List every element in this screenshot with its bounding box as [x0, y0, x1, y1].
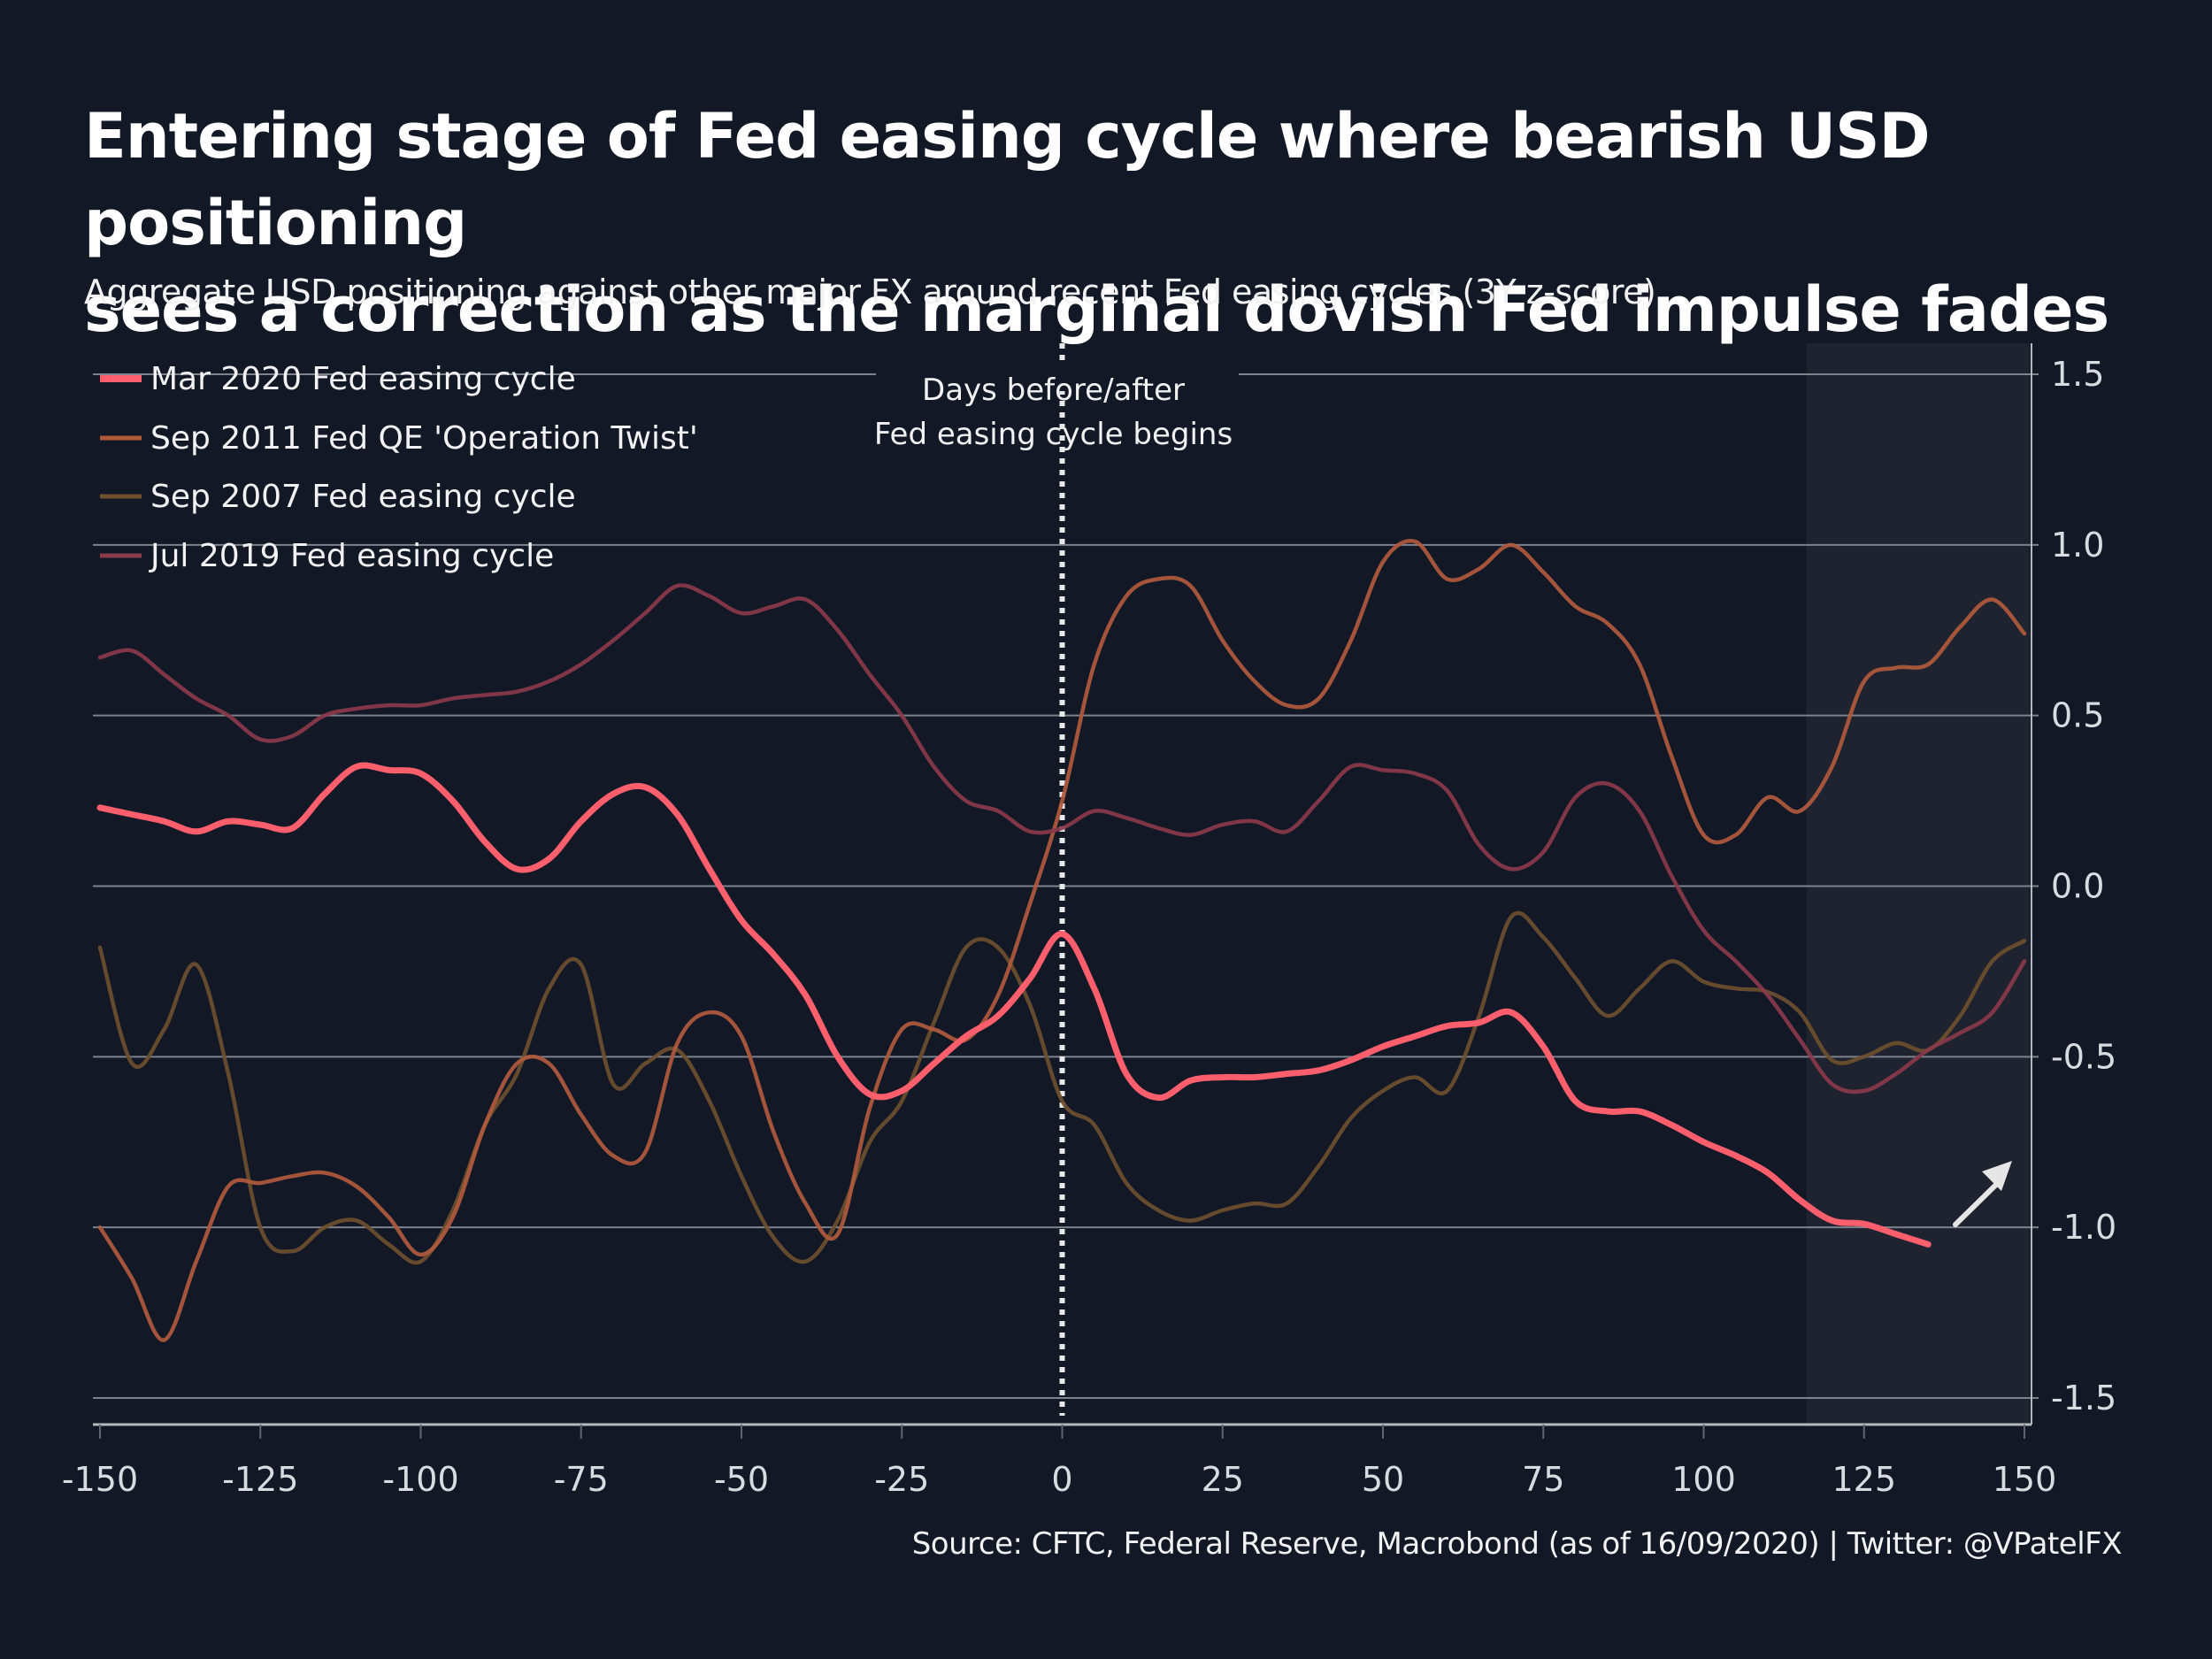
arrow-head: [1982, 1161, 2012, 1191]
zero-day-label-line-1: Days before/after: [922, 373, 1185, 408]
y-tick-label: 0.5: [2051, 696, 2104, 735]
series-line-sep-2011-fed-qe-operation-twist: [97, 539, 2027, 1342]
arrow-shaft: [1953, 1177, 2004, 1227]
x-tick-label: 50: [1362, 1460, 1404, 1499]
series-line-jul-2019-fed-easing-cycle: [97, 583, 2027, 1094]
legend-item[interactable]: Sep 2007 Fed easing cycle: [100, 479, 576, 515]
series-line-sep-2007-fed-easing-cycle: [97, 910, 2027, 1265]
series-line-mar-2020-fed-easing-cycle: [96, 762, 1932, 1248]
arrow-up-right-icon: [1953, 1161, 2012, 1227]
chart-title: Entering stage of Fed easing cycle where…: [84, 93, 2190, 353]
x-tick-label: -25: [874, 1460, 929, 1499]
y-tick-label: 0.0: [2051, 867, 2104, 906]
shaded-region: [1806, 343, 2030, 1425]
y-tick-label: -1.5: [2051, 1379, 2116, 1417]
legend-label: Sep 2007 Fed easing cycle: [150, 479, 576, 515]
legend-item[interactable]: Sep 2011 Fed QE 'Operation Twist': [100, 420, 698, 457]
x-tick-label: -125: [222, 1460, 298, 1499]
legend-gap: [876, 365, 1239, 391]
legend-item[interactable]: Mar 2020 Fed easing cycle: [100, 361, 576, 397]
x-tick-label: -150: [62, 1460, 138, 1499]
chart-subtitle: Aggregate USD positioning against other …: [84, 273, 1656, 311]
x-tick-label: 150: [1993, 1460, 2057, 1499]
y-tick-label: 1.5: [2051, 355, 2104, 394]
chart-title-line-1: Entering stage of Fed easing cycle where…: [84, 100, 1931, 259]
legend-label: Sep 2011 Fed QE 'Operation Twist': [150, 420, 698, 457]
x-tick-label: 25: [1202, 1460, 1244, 1499]
source-note: Source: CFTC, Federal Reserve, Macrobond…: [911, 1526, 2123, 1562]
y-tick-label: -1.0: [2051, 1208, 2116, 1247]
x-tick-label: 75: [1522, 1460, 1564, 1499]
x-tick-label: 125: [1832, 1460, 1896, 1499]
x-tick-label: 100: [1671, 1460, 1736, 1499]
legend-label: Jul 2019 Fed easing cycle: [149, 538, 554, 574]
zero-day-label-line-2: Fed easing cycle begins: [874, 417, 1233, 452]
chart-title-line-2: sees a correction as the marginal dovish…: [84, 273, 2109, 346]
x-tick-label: -50: [714, 1460, 769, 1499]
x-tick-label: -75: [554, 1460, 609, 1499]
x-tick-label: 0: [1051, 1460, 1072, 1499]
y-tick-label: -0.5: [2051, 1037, 2116, 1076]
legend-item[interactable]: Jul 2019 Fed easing cycle: [100, 538, 554, 574]
legend-label: Mar 2020 Fed easing cycle: [150, 361, 576, 397]
y-tick-label: 1.0: [2051, 526, 2104, 565]
x-tick-label: -100: [382, 1460, 458, 1499]
